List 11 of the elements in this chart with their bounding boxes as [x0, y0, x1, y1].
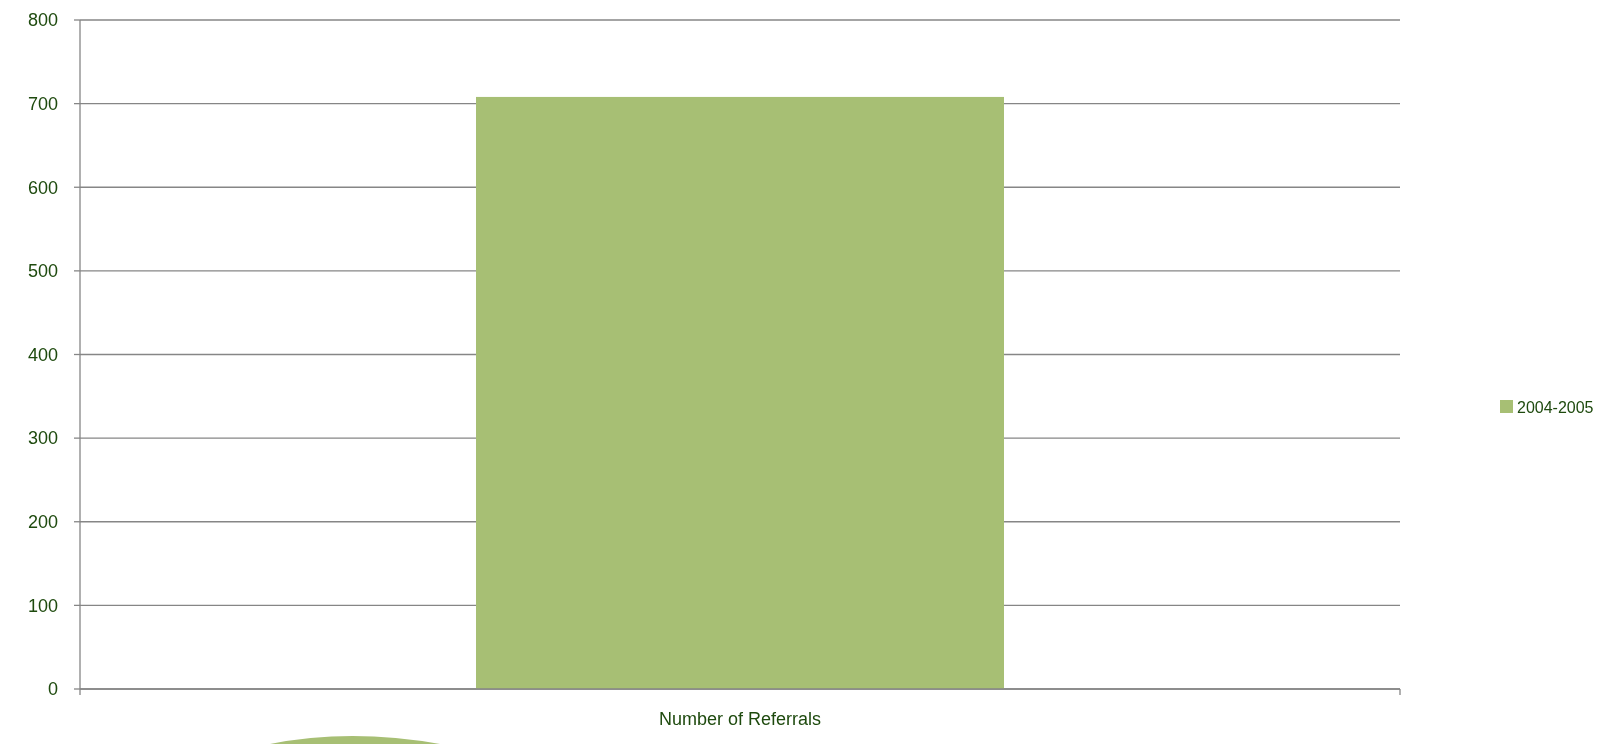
- y-tick-label: 500: [27, 261, 58, 282]
- y-tick-label: 200: [27, 512, 58, 533]
- y-tick-label: 700: [27, 93, 58, 114]
- legend-label: 2004-2005: [1517, 398, 1594, 416]
- y-tick-label: 0: [47, 679, 58, 700]
- y-tick-label: 300: [27, 428, 58, 449]
- y-tick-label: 100: [27, 595, 58, 616]
- y-tick-label: 400: [27, 344, 58, 365]
- x-tick-label: Number of Referrals: [658, 709, 822, 729]
- y-tick-label: 800: [27, 10, 58, 31]
- y-tick-label: 600: [27, 177, 58, 198]
